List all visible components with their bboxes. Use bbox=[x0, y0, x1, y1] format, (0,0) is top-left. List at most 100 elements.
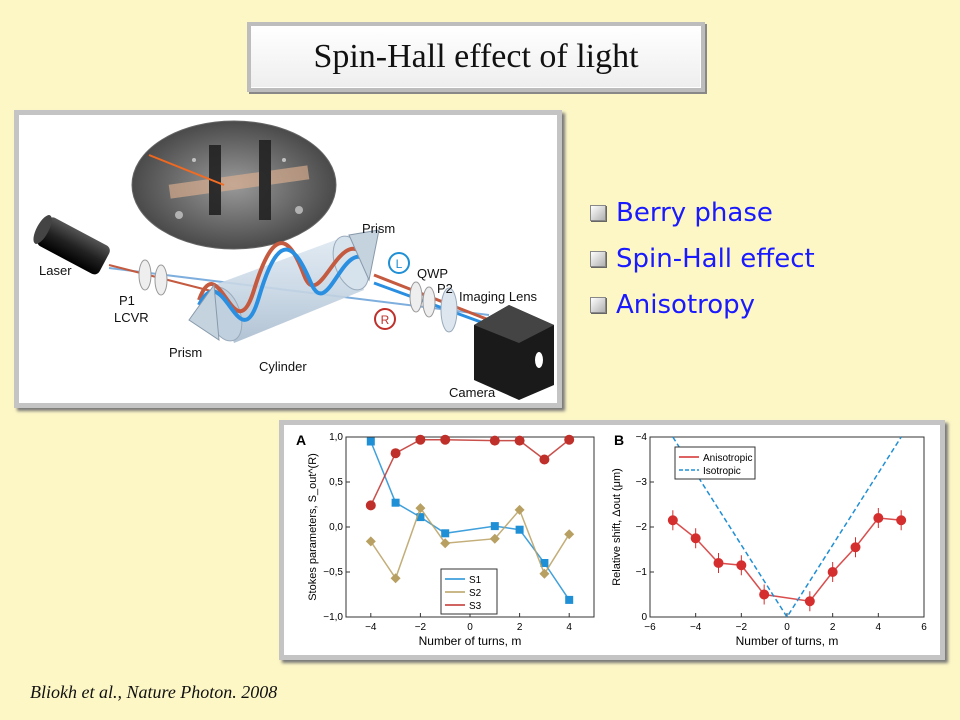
y-tick-label: 0,0 bbox=[329, 522, 343, 533]
data-point-s1 bbox=[515, 525, 524, 534]
data-point-s2 bbox=[514, 504, 525, 515]
data-point-s3 bbox=[489, 435, 500, 446]
x-tick-label: 6 bbox=[921, 622, 927, 633]
bullet-text: Berry phase bbox=[616, 198, 773, 228]
setup-illustration: L R Laser P1 LCVR Prism Cylinder Prism Q… bbox=[33, 120, 554, 400]
y-tick-label: −4 bbox=[636, 432, 648, 443]
data-point-anisotropic bbox=[804, 596, 815, 607]
bullet-list: Berry phase Spin-Hall effect Anisotropy bbox=[590, 190, 815, 328]
data-point-s2 bbox=[415, 503, 426, 514]
data-point-s2 bbox=[440, 538, 451, 549]
prism-left bbox=[188, 283, 220, 341]
bullet-text: Spin-Hall effect bbox=[616, 244, 815, 274]
data-point-anisotropic bbox=[896, 515, 907, 526]
p2-label: P2 bbox=[437, 281, 453, 296]
x-tick-label: −4 bbox=[365, 622, 377, 633]
laser-label: Laser bbox=[39, 263, 72, 278]
data-point-s3 bbox=[564, 434, 575, 445]
qwp-label: QWP bbox=[417, 266, 448, 281]
data-point-anisotropic bbox=[736, 560, 747, 571]
y-tick-label: 0,5 bbox=[329, 477, 343, 488]
left-polarization-marker bbox=[388, 252, 410, 274]
data-point-s1 bbox=[441, 529, 450, 538]
y-axis-label: Stokes parameters, S_out^(R) bbox=[307, 453, 319, 601]
series-line-anisotropic bbox=[672, 517, 902, 603]
setup-figure: L R Laser P1 LCVR Prism Cylinder Prism Q… bbox=[14, 110, 562, 408]
data-point-anisotropic bbox=[873, 513, 884, 523]
data-point-anisotropic bbox=[850, 542, 861, 553]
x-tick-label: −2 bbox=[736, 622, 748, 633]
legend-label: Isotropic bbox=[703, 466, 741, 477]
data-point-s2 bbox=[564, 529, 575, 540]
panel-b-label: B bbox=[614, 432, 624, 448]
x-tick-label: −4 bbox=[690, 622, 702, 633]
series-line-s2 bbox=[370, 506, 570, 580]
data-point-s3 bbox=[514, 435, 525, 446]
lcvr-element bbox=[154, 264, 168, 296]
y-tick-label: 1,0 bbox=[329, 432, 343, 443]
x-tick-label: −6 bbox=[644, 622, 656, 633]
x-tick-label: 4 bbox=[876, 622, 882, 633]
y-tick-label: 0 bbox=[641, 612, 647, 623]
data-point-anisotropic bbox=[713, 558, 724, 568]
series-line-s1 bbox=[370, 441, 570, 601]
results-svg: A −4 −2 0 2 4 1,0 0,5 0,0 −0,5 −1,0 Number of turn… bbox=[296, 432, 927, 648]
data-point-anisotropic bbox=[690, 533, 701, 544]
data-point-anisotropic bbox=[759, 589, 770, 600]
x-tick-label: 2 bbox=[830, 622, 836, 633]
data-point-s3 bbox=[390, 448, 401, 459]
legend-label: S2 bbox=[469, 588, 482, 599]
x-tick-label: −2 bbox=[415, 622, 427, 633]
series-line-isotropic bbox=[672, 436, 902, 619]
prism-left-label: Prism bbox=[169, 345, 202, 360]
camera-body bbox=[474, 305, 554, 400]
panel-a-label: A bbox=[296, 432, 306, 448]
citation: Bliokh et al., Nature Photon. 2008 bbox=[30, 682, 278, 702]
data-point-s2 bbox=[489, 533, 500, 544]
bullet-item: Berry phase bbox=[590, 190, 815, 236]
data-point-s1 bbox=[565, 595, 574, 604]
data-point-s1 bbox=[490, 522, 499, 531]
bullet-text: Anisotropy bbox=[616, 290, 756, 320]
plot-a: −4 −2 0 2 4 1,0 0,5 0,0 −0,5 −1,0 Number of turns,… bbox=[307, 432, 595, 648]
p2-polarizer bbox=[422, 286, 436, 318]
legend-label: S3 bbox=[469, 601, 482, 612]
y-axis-label: Relative shift, Δout (μm) bbox=[611, 468, 623, 586]
data-point-s1 bbox=[391, 498, 400, 507]
imaging-lens bbox=[440, 287, 458, 333]
legend-box bbox=[674, 446, 756, 480]
bullet-icon bbox=[590, 205, 606, 221]
data-point-anisotropic bbox=[667, 515, 678, 526]
data-point-s1 bbox=[416, 513, 425, 522]
y-tick-label: −1,0 bbox=[323, 612, 343, 623]
y-tick-label: −3 bbox=[636, 477, 648, 488]
prism-right-label: Prism bbox=[362, 221, 395, 236]
data-point-s3 bbox=[539, 454, 550, 465]
right-polarization-marker bbox=[374, 308, 396, 330]
legend-label: S1 bbox=[469, 575, 482, 586]
cylinder-label: Cylinder bbox=[259, 359, 307, 374]
p1-polarizer bbox=[138, 259, 152, 291]
data-point-s3 bbox=[440, 434, 451, 445]
series-line-s3 bbox=[370, 438, 570, 506]
bullet-icon bbox=[590, 297, 606, 313]
bullet-item: Spin-Hall effect bbox=[590, 236, 815, 282]
x-tick-label: 4 bbox=[566, 622, 572, 633]
x-axis-label: Number of turns, m bbox=[736, 634, 839, 648]
qwp-plate bbox=[409, 281, 423, 313]
bullet-item: Anisotropy bbox=[590, 282, 815, 328]
legend-label: Anisotropic bbox=[703, 453, 752, 464]
slide-title-box: Spin-Hall effect of light bbox=[247, 22, 705, 92]
y-tick-label: −1 bbox=[636, 567, 648, 578]
camera-label: Camera bbox=[449, 385, 496, 400]
results-plots: A −4 −2 0 2 4 1,0 0,5 0,0 −0,5 −1,0 Number of turn… bbox=[279, 420, 945, 660]
data-point-s3 bbox=[365, 500, 376, 511]
data-point-s2 bbox=[365, 536, 376, 547]
prism-right bbox=[348, 229, 380, 282]
slide-title: Spin-Hall effect of light bbox=[313, 38, 639, 75]
right-pol-label: R bbox=[381, 313, 390, 327]
p1-label: P1 bbox=[119, 293, 135, 308]
imaging-lens-label: Imaging Lens bbox=[459, 289, 538, 304]
y-tick-label: −2 bbox=[636, 522, 648, 533]
